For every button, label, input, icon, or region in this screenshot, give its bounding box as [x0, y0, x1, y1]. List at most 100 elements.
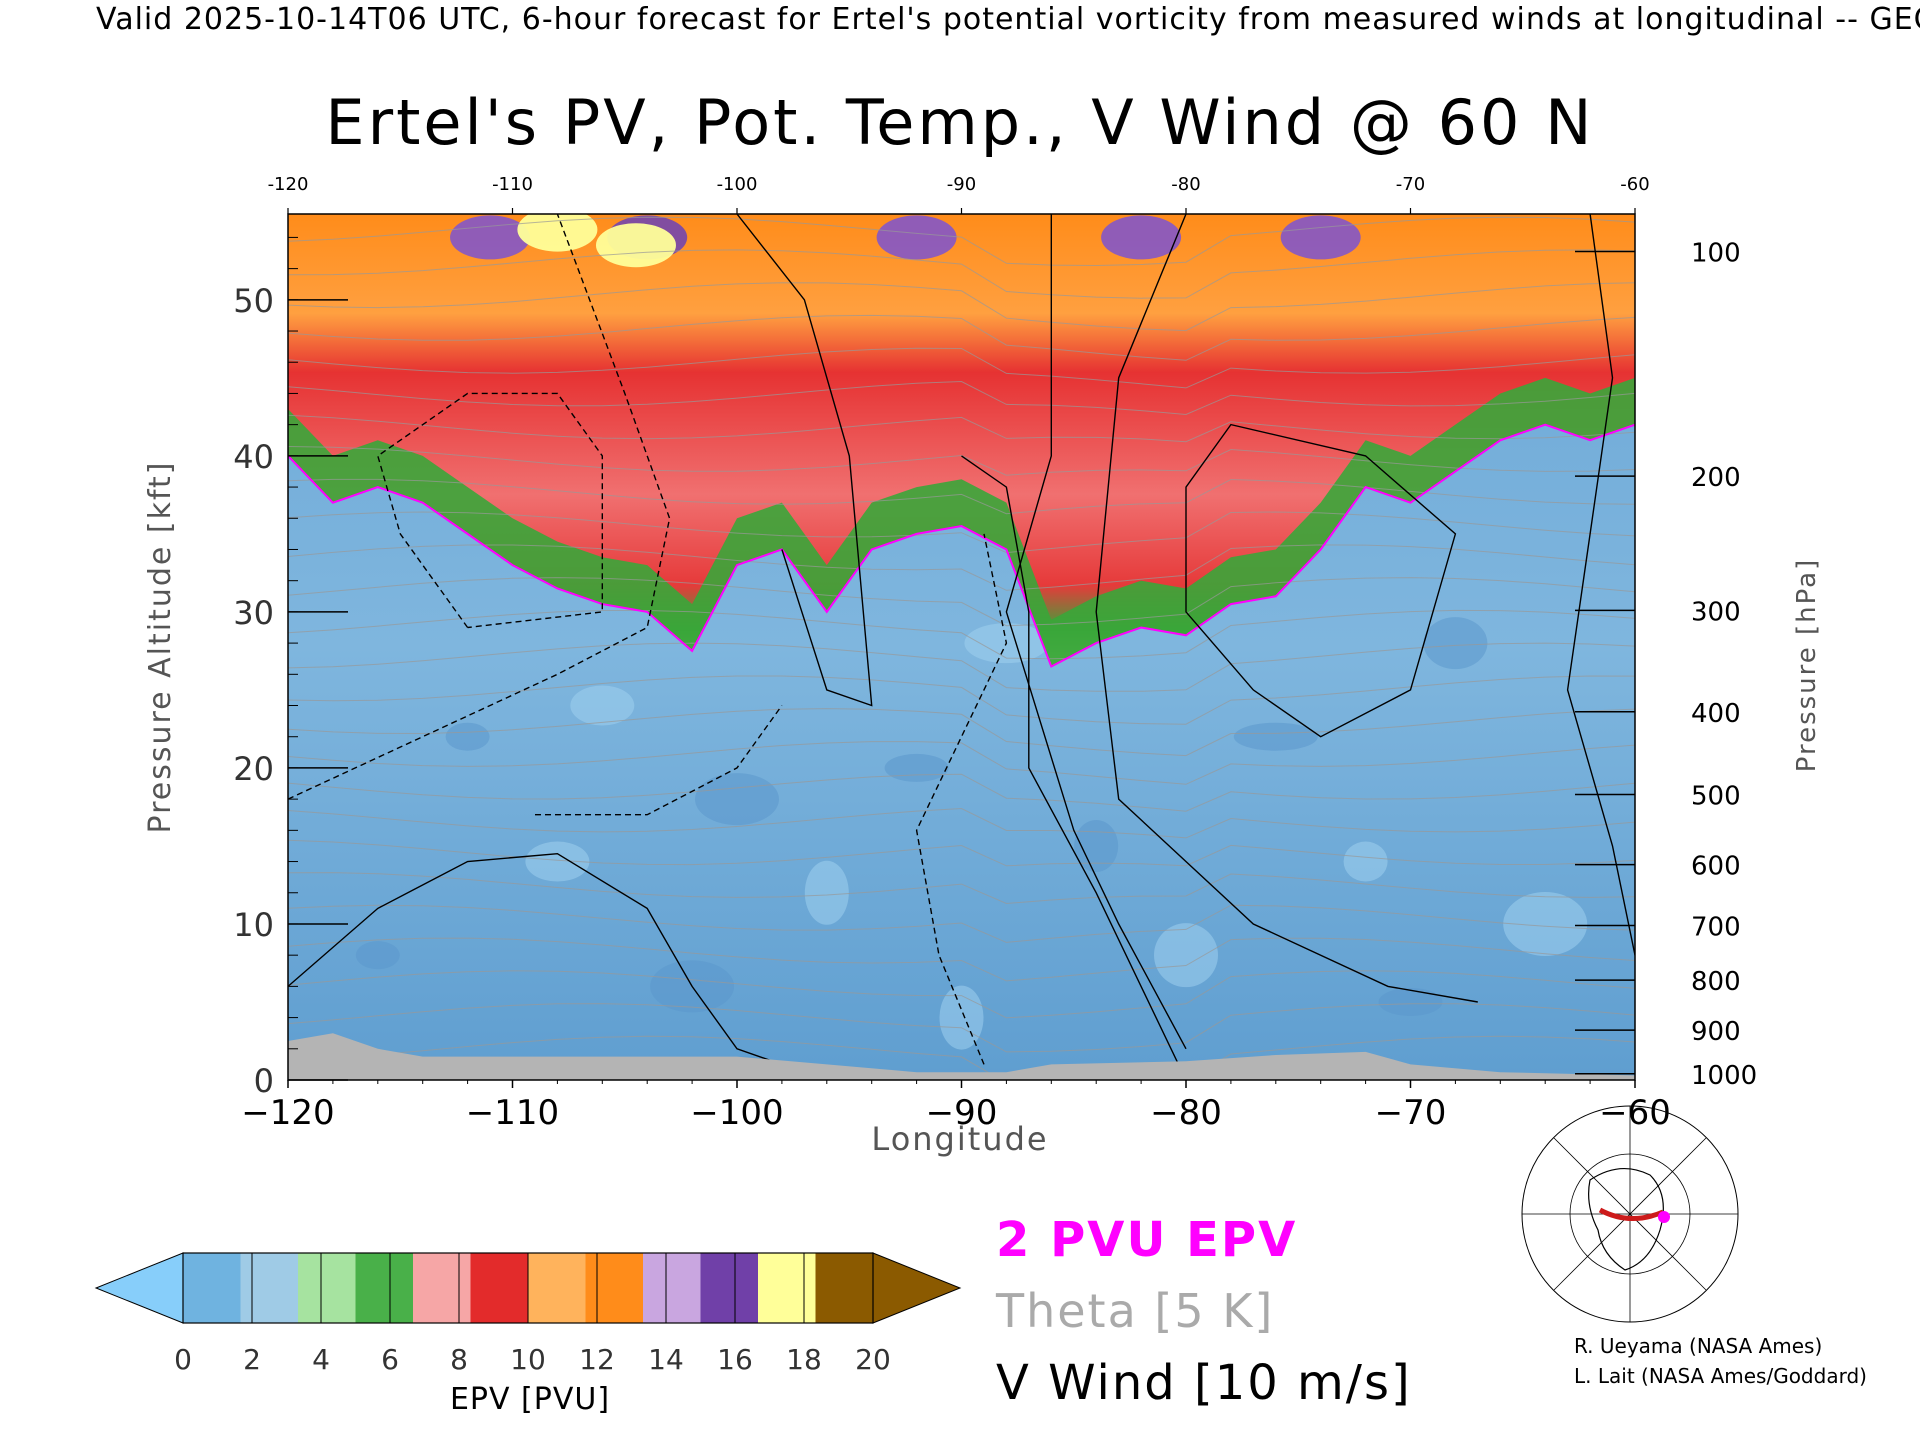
y-tick-label: 30 — [233, 594, 274, 632]
colorbar-tick-label: 20 — [855, 1343, 891, 1376]
pv-high-patch — [876, 215, 957, 260]
vwind-contour — [736, 214, 873, 707]
pv-shade-patch — [1154, 923, 1218, 988]
pv-shade-patch — [355, 941, 400, 970]
colorbar-segment — [240, 1253, 299, 1323]
valid-time-header: Valid 2025-10-14T06 UTC, 6-hour forecast… — [0, 2, 1920, 42]
pressure-tick-label: 500 — [1691, 781, 1741, 811]
pv-shade-patch — [1423, 617, 1488, 670]
x-axis-label: Longitude — [871, 1120, 1048, 1158]
y-tick-label: 20 — [233, 750, 274, 788]
pv-shade-patch — [884, 753, 949, 782]
theta-contour — [288, 609, 1635, 660]
theta-contour — [288, 216, 1635, 267]
plot-area — [288, 214, 1635, 1080]
vwind-contour — [961, 455, 1187, 1080]
colorbar-segment — [585, 1253, 644, 1323]
colorbar-segment — [815, 1253, 874, 1323]
theta-contour — [288, 544, 1635, 591]
theta-contour — [288, 741, 1635, 785]
colorbar-tick-label: 0 — [174, 1343, 192, 1376]
colorbar-above-arrow — [872, 1252, 962, 1324]
theta-contour — [288, 675, 1635, 725]
legend-vwind: V Wind [10 m/s] — [996, 1355, 1412, 1411]
colorbar-segment — [355, 1253, 414, 1323]
theta-contour — [288, 839, 1635, 867]
pv-shade-patch — [1343, 841, 1388, 882]
theta-contour — [288, 511, 1635, 554]
colorbar-title: EPV [PVU] — [449, 1382, 611, 1417]
theta-contour — [288, 970, 1635, 1019]
pv-high-patch — [1280, 215, 1361, 260]
y-tick-label: 10 — [233, 906, 274, 944]
pv-high-patch — [1101, 215, 1182, 260]
colorbar-tick-label: 8 — [450, 1343, 468, 1376]
pv-green-band — [288, 377, 1635, 667]
vwind-contour — [1005, 214, 1187, 1050]
pv-shade-patch — [525, 841, 590, 882]
pv-high-patch — [450, 215, 531, 260]
theta-contour — [288, 1003, 1635, 1053]
theta-contour — [288, 773, 1635, 812]
legend-2pvu: 2 PVU EPV — [996, 1212, 1298, 1268]
vwind-contour — [288, 214, 671, 800]
x-tick-label: −100 — [690, 1093, 783, 1133]
x-tick-label-top: -110 — [492, 174, 533, 195]
vwind-contour — [1095, 214, 1478, 1003]
x-tick-label-top: -90 — [947, 174, 976, 195]
x-tick-label-top: -120 — [268, 174, 309, 195]
colorbar-segment — [643, 1253, 701, 1323]
colorbar-tick-label: 4 — [312, 1343, 330, 1376]
x-tick-label: −120 — [241, 1093, 334, 1133]
pv-shade-patch — [695, 773, 779, 826]
y-tick-label: 40 — [233, 438, 274, 476]
theta-contour — [288, 642, 1635, 692]
colorbar-segment — [758, 1253, 816, 1323]
theta-contour — [288, 282, 1635, 332]
pressure-tick-label: 400 — [1691, 699, 1741, 729]
credit-line-2: L. Lait (NASA Ames/Goddard) — [1574, 1364, 1867, 1388]
pv-high-patch — [595, 223, 676, 268]
vwind-contour — [376, 392, 603, 629]
legend-theta: Theta [5 K] — [996, 1284, 1275, 1338]
x-tick-label-top: -60 — [1620, 174, 1649, 195]
theta-contour — [288, 708, 1635, 757]
chart-title: Ertel's PV, Pot. Temp., V Wind @ 60 N — [0, 86, 1920, 159]
pressure-tick-label: 700 — [1691, 913, 1741, 943]
pv-high-patch — [517, 214, 598, 252]
location-map-inset — [1521, 1105, 1739, 1323]
colorbar-segment — [413, 1253, 471, 1323]
pressure-tick-label: 300 — [1691, 597, 1741, 627]
x-tick-label: −60 — [1599, 1093, 1671, 1133]
x-tick-label-top: -80 — [1171, 174, 1200, 195]
colorbar-tick-label: 18 — [786, 1343, 822, 1376]
theta-contour — [288, 937, 1635, 982]
vwind-contour — [1185, 423, 1457, 738]
credit-line-1: R. Ueyama (NASA Ames) — [1574, 1334, 1823, 1358]
pressure-tick-label: 100 — [1691, 238, 1741, 268]
vwind-contour — [535, 705, 783, 816]
x-tick-label: −90 — [926, 1093, 998, 1133]
x-tick-label: −80 — [1150, 1093, 1222, 1133]
theta-contour — [288, 314, 1635, 361]
colorbar-segment — [183, 1253, 241, 1323]
theta-contour — [288, 807, 1635, 839]
pv-shade-patch — [445, 722, 490, 751]
x-tick-label: −110 — [466, 1093, 559, 1133]
axes: −120 -120 −110 -110 −100 -100 −90 -90 −80 -80 −70 -… — [143, 174, 1822, 1158]
pressure-tick-label: 1000 — [1691, 1061, 1757, 1091]
valid-time-text: Valid 2025-10-14T06 UTC, 6-hour forecast… — [96, 2, 1920, 37]
theta-contour — [288, 904, 1635, 943]
theta-contour — [288, 478, 1635, 515]
vwind-contour — [915, 533, 1008, 1065]
terrain-fill — [288, 1033, 1635, 1080]
colorbar-segment — [298, 1253, 356, 1323]
colorbar-tick-label: 14 — [648, 1343, 684, 1376]
pv-shade-patch — [1233, 722, 1318, 751]
colorbar-tick-label: 6 — [381, 1343, 399, 1376]
pressure-tick-label: 900 — [1691, 1017, 1741, 1047]
y-tick-label: 0 — [254, 1062, 274, 1100]
location-marker-icon — [1658, 1211, 1670, 1223]
pv-shade-patch — [1378, 987, 1443, 1016]
